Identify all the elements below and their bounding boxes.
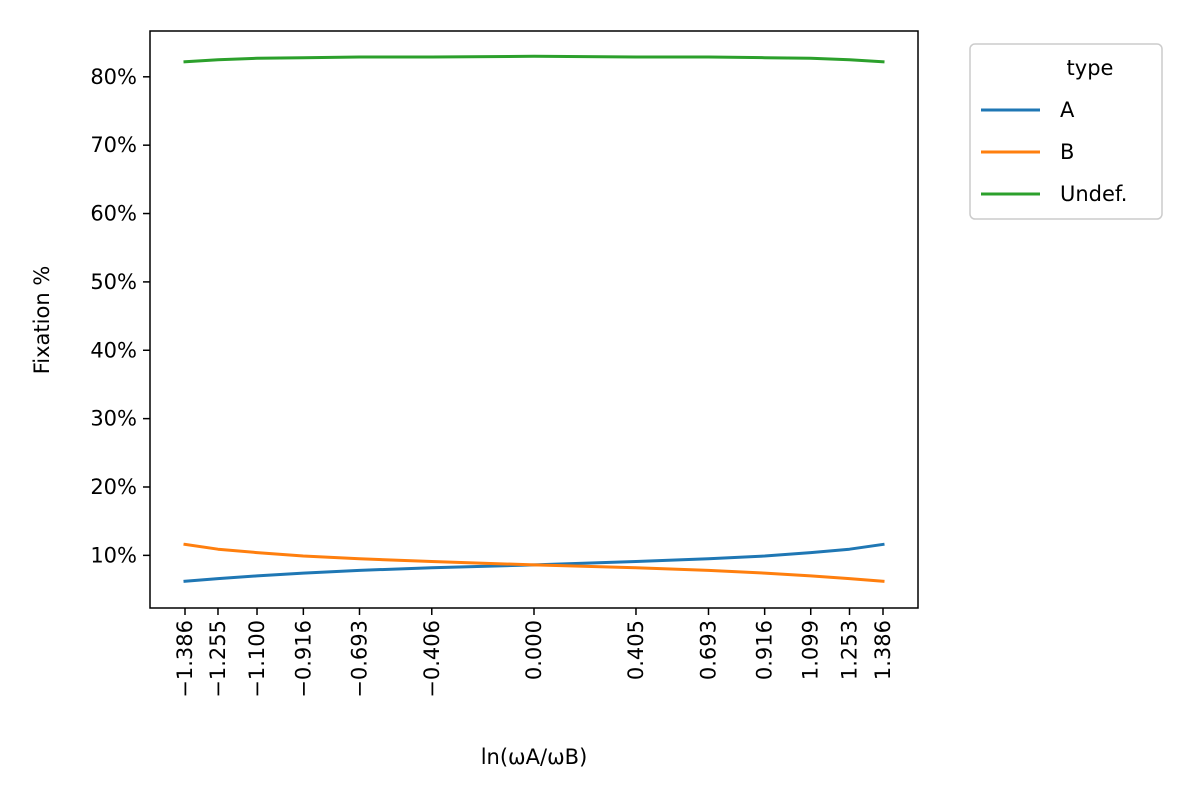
legend-label: Undef.	[1060, 182, 1127, 206]
x-tick-label: 1.386	[871, 620, 895, 680]
legend-frame	[969, 43, 1163, 220]
y-tick-label: 50%	[90, 270, 137, 294]
series-line-0	[183, 542, 885, 583]
legend-title: type	[1067, 56, 1114, 80]
x-tick-label: 0.405	[624, 620, 648, 680]
series-line-1	[183, 542, 885, 583]
x-tick-label: −1.100	[245, 620, 269, 698]
legend-label: B	[1060, 140, 1074, 164]
legend: type AB Undef.	[969, 43, 1163, 220]
x-tick-label: −0.406	[420, 620, 444, 698]
plot-area-frame	[149, 30, 919, 609]
y-tick-label: 10%	[90, 543, 137, 567]
x-tick-label: 1.099	[799, 620, 823, 680]
x-tick-label: 0.916	[753, 620, 777, 680]
legend-label: A	[1060, 98, 1075, 122]
x-tick-label: 0.000	[522, 620, 546, 680]
x-tick-label: 1.253	[838, 620, 862, 680]
y-axis-label: Fixation %	[30, 266, 54, 375]
x-tick-label: −1.386	[173, 620, 197, 698]
y-tick-label: 60%	[90, 202, 137, 226]
x-tick-label: −1.255	[206, 620, 230, 698]
legend-items: AB Undef.	[981, 98, 1127, 206]
y-tick-label: 80%	[90, 65, 137, 89]
x-axis-ticks: −1.386 −1.255 −1.100 −0.916 −0.693 −0.406 0.00…	[173, 608, 895, 698]
chart-marks	[183, 54, 885, 583]
x-tick-label: −0.693	[348, 620, 372, 698]
x-axis-label: ln(ωA/ωB)	[481, 745, 588, 769]
y-tick-label: 40%	[90, 338, 137, 362]
y-tick-label: 30%	[90, 407, 137, 431]
y-axis-ticks: 10% 20% 30% 40% 50% 60% 70% 80%	[90, 65, 150, 567]
y-tick-label: 20%	[90, 475, 137, 499]
x-tick-label: −0.916	[291, 620, 315, 698]
y-tick-label: 70%	[90, 133, 137, 157]
x-tick-label: 0.693	[697, 620, 721, 680]
series-line-2	[183, 54, 885, 64]
